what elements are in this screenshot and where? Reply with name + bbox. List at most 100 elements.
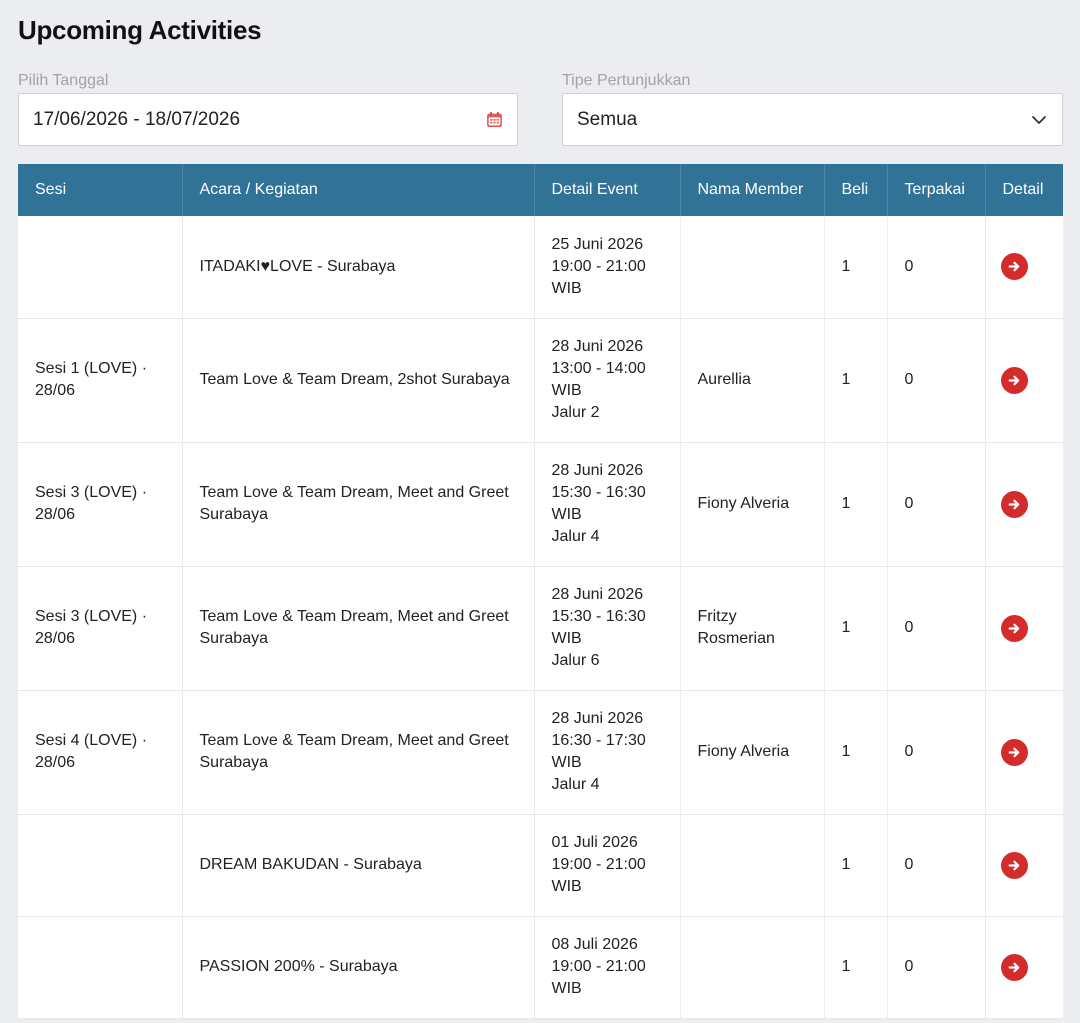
event-detail-line: 01 Juli 2026 <box>551 834 638 851</box>
detail-cell <box>985 566 1063 691</box>
arrow-right-circle-icon <box>1008 961 1021 974</box>
column-header-detail: Detail <box>985 164 1063 216</box>
member-cell: Fiony Alveria <box>680 690 825 815</box>
sesi-cell <box>18 916 183 1019</box>
detail-button[interactable] <box>1000 614 1028 642</box>
beli-cell: 1 <box>824 442 888 567</box>
acara-cell: Team Love & Team Dream, Meet and Greet S… <box>182 442 535 567</box>
acara-cell: Team Love & Team Dream, Meet and Greet S… <box>182 690 535 815</box>
detail-event-cell: 01 Juli 2026 19:00 - 21:00 WIB <box>534 814 681 917</box>
beli-cell: 1 <box>824 916 888 1019</box>
terpakai-cell: 0 <box>887 318 986 443</box>
member-cell: Fiony Alveria <box>680 442 825 567</box>
detail-event-cell: 25 Juni 2026 19:00 - 21:00 WIB <box>534 216 681 319</box>
event-detail-line: 25 Juni 2026 <box>551 235 644 253</box>
event-detail-line: 08 Juli 2026 <box>551 936 638 953</box>
event-detail-line: Jalur 4 <box>551 528 600 545</box>
date-range-input[interactable]: 17/06/2026 - 18/07/2026 <box>18 93 518 146</box>
table-row: DREAM BAKUDAN - Surabaya 01 Juli 2026 19:0… <box>18 814 1063 917</box>
arrow-right-circle-icon <box>1008 622 1021 635</box>
detail-button[interactable] <box>1000 366 1028 394</box>
terpakai-cell: 0 <box>887 916 986 1019</box>
event-detail-line: Jalur 6 <box>551 652 600 669</box>
sesi-cell: Sesi 1 (LOVE) · 28/06 <box>18 318 183 443</box>
detail-cell <box>985 916 1063 1019</box>
table-row: Sesi 3 (LOVE) · 28/06 Team Love & Team Dr… <box>18 566 1063 691</box>
event-detail-line: 19:00 - 21:00 <box>551 958 646 975</box>
event-detail-line: 28 Juni 2026 <box>551 462 644 479</box>
column-header-detail-event: Detail Event <box>534 164 681 216</box>
table-header-row: Sesi Acara / Kegiatan Detail Event Nama … <box>18 164 1063 216</box>
sesi-cell: Sesi 4 (LOVE) · 28/06 <box>18 690 183 815</box>
arrow-right-circle-icon <box>1008 746 1021 759</box>
detail-event-cell: 28 Juni 2026 15:30 - 16:30 WIB Jalur 6 <box>534 566 681 691</box>
detail-event-cell: 08 Juli 2026 19:00 - 21:00 WIB <box>534 916 681 1019</box>
detail-cell <box>985 216 1063 319</box>
detail-button[interactable] <box>1000 253 1028 281</box>
detail-event-cell: 28 Juni 2026 15:30 - 16:30 WIB Jalur 4 <box>534 442 681 567</box>
terpakai-cell: 0 <box>887 566 986 691</box>
event-detail-line: 19:00 - 21:00 <box>551 257 646 275</box>
member-cell: Aurellia <box>680 318 825 443</box>
sesi-cell: Sesi 3 (LOVE) · 28/06 <box>18 566 183 691</box>
page-title: Upcoming Activities <box>18 15 262 45</box>
acara-cell: PASSION 200% - Surabaya <box>182 916 535 1019</box>
column-header-beli: Beli <box>824 164 888 216</box>
table-row: PASSION 200% - Surabaya 08 Juli 2026 19:00… <box>18 916 1063 1019</box>
table-row: ITADAKI♥LOVE - Surabaya 25 Juni 2026 19:00… <box>18 216 1063 319</box>
event-detail-line: WIB <box>551 980 582 997</box>
beli-cell: 1 <box>824 690 888 815</box>
beli-cell: 1 <box>824 216 888 319</box>
column-header-nama-member: Nama Member <box>680 164 825 216</box>
chevron-down-icon <box>1030 111 1048 129</box>
event-detail-line: 28 Juni 2026 <box>551 586 644 603</box>
detail-cell <box>985 814 1063 917</box>
beli-cell: 1 <box>824 814 888 917</box>
event-detail-line: 13:00 - 14:00 <box>551 360 646 377</box>
column-header-sesi: Sesi <box>18 164 183 216</box>
acara-cell: ITADAKI♥LOVE - Surabaya <box>182 216 535 319</box>
sesi-cell <box>18 814 183 917</box>
event-detail-line: WIB <box>551 506 582 523</box>
arrow-right-circle-icon <box>1008 859 1021 872</box>
detail-button[interactable] <box>1000 953 1028 981</box>
detail-cell <box>985 318 1063 443</box>
type-select[interactable]: Semua <box>562 93 1063 146</box>
detail-event-cell: 28 Juni 2026 16:30 - 17:30 WIB Jalur 4 <box>534 690 681 815</box>
event-detail-line: Jalur 4 <box>551 776 600 793</box>
column-header-terpakai: Terpakai <box>887 164 986 216</box>
detail-event-cell: 28 Juni 2026 13:00 - 14:00 WIB Jalur 2 <box>534 318 681 443</box>
event-detail-line: WIB <box>551 630 582 647</box>
type-select-value: Semua <box>577 108 638 130</box>
event-detail-line: WIB <box>551 754 582 771</box>
sesi-cell: Sesi 3 (LOVE) · 28/06 <box>18 442 183 567</box>
table-row: Sesi 4 (LOVE) · 28/06 Team Love & Team Dr… <box>18 690 1063 815</box>
event-detail-line: 28 Juni 2026 <box>551 710 644 727</box>
beli-cell: 1 <box>824 318 888 443</box>
activities-table: Sesi Acara / Kegiatan Detail Event Nama … <box>18 164 1063 1019</box>
arrow-right-circle-icon <box>1008 260 1021 273</box>
terpakai-cell: 0 <box>887 216 986 319</box>
terpakai-cell: 0 <box>887 690 986 815</box>
member-cell: Fritzy Rosmerian <box>680 566 825 691</box>
member-cell <box>680 216 825 319</box>
event-detail-line: WIB <box>551 382 582 399</box>
detail-cell <box>985 442 1063 567</box>
detail-button[interactable] <box>1000 851 1028 879</box>
date-filter-label: Pilih Tanggal <box>18 72 109 89</box>
table-row: Sesi 1 (LOVE) · 28/06 Team Love & Team Dr… <box>18 318 1063 443</box>
terpakai-cell: 0 <box>887 814 986 917</box>
arrow-right-circle-icon <box>1008 374 1021 387</box>
member-cell <box>680 916 825 1019</box>
table-row: Sesi 3 (LOVE) · 28/06 Team Love & Team Dr… <box>18 442 1063 567</box>
event-detail-line: 16:30 - 17:30 <box>551 732 646 749</box>
event-detail-line: 19:00 - 21:00 <box>551 856 646 873</box>
calendar-icon[interactable] <box>485 111 503 129</box>
event-detail-line: WIB <box>551 878 582 895</box>
event-detail-line: 15:30 - 16:30 <box>551 608 646 625</box>
date-range-value: 17/06/2026 - 18/07/2026 <box>33 108 241 130</box>
detail-button[interactable] <box>1000 738 1028 766</box>
event-detail-line: Jalur 2 <box>551 404 600 421</box>
event-detail-line: 15:30 - 16:30 <box>551 484 646 501</box>
detail-button[interactable] <box>1000 490 1028 518</box>
